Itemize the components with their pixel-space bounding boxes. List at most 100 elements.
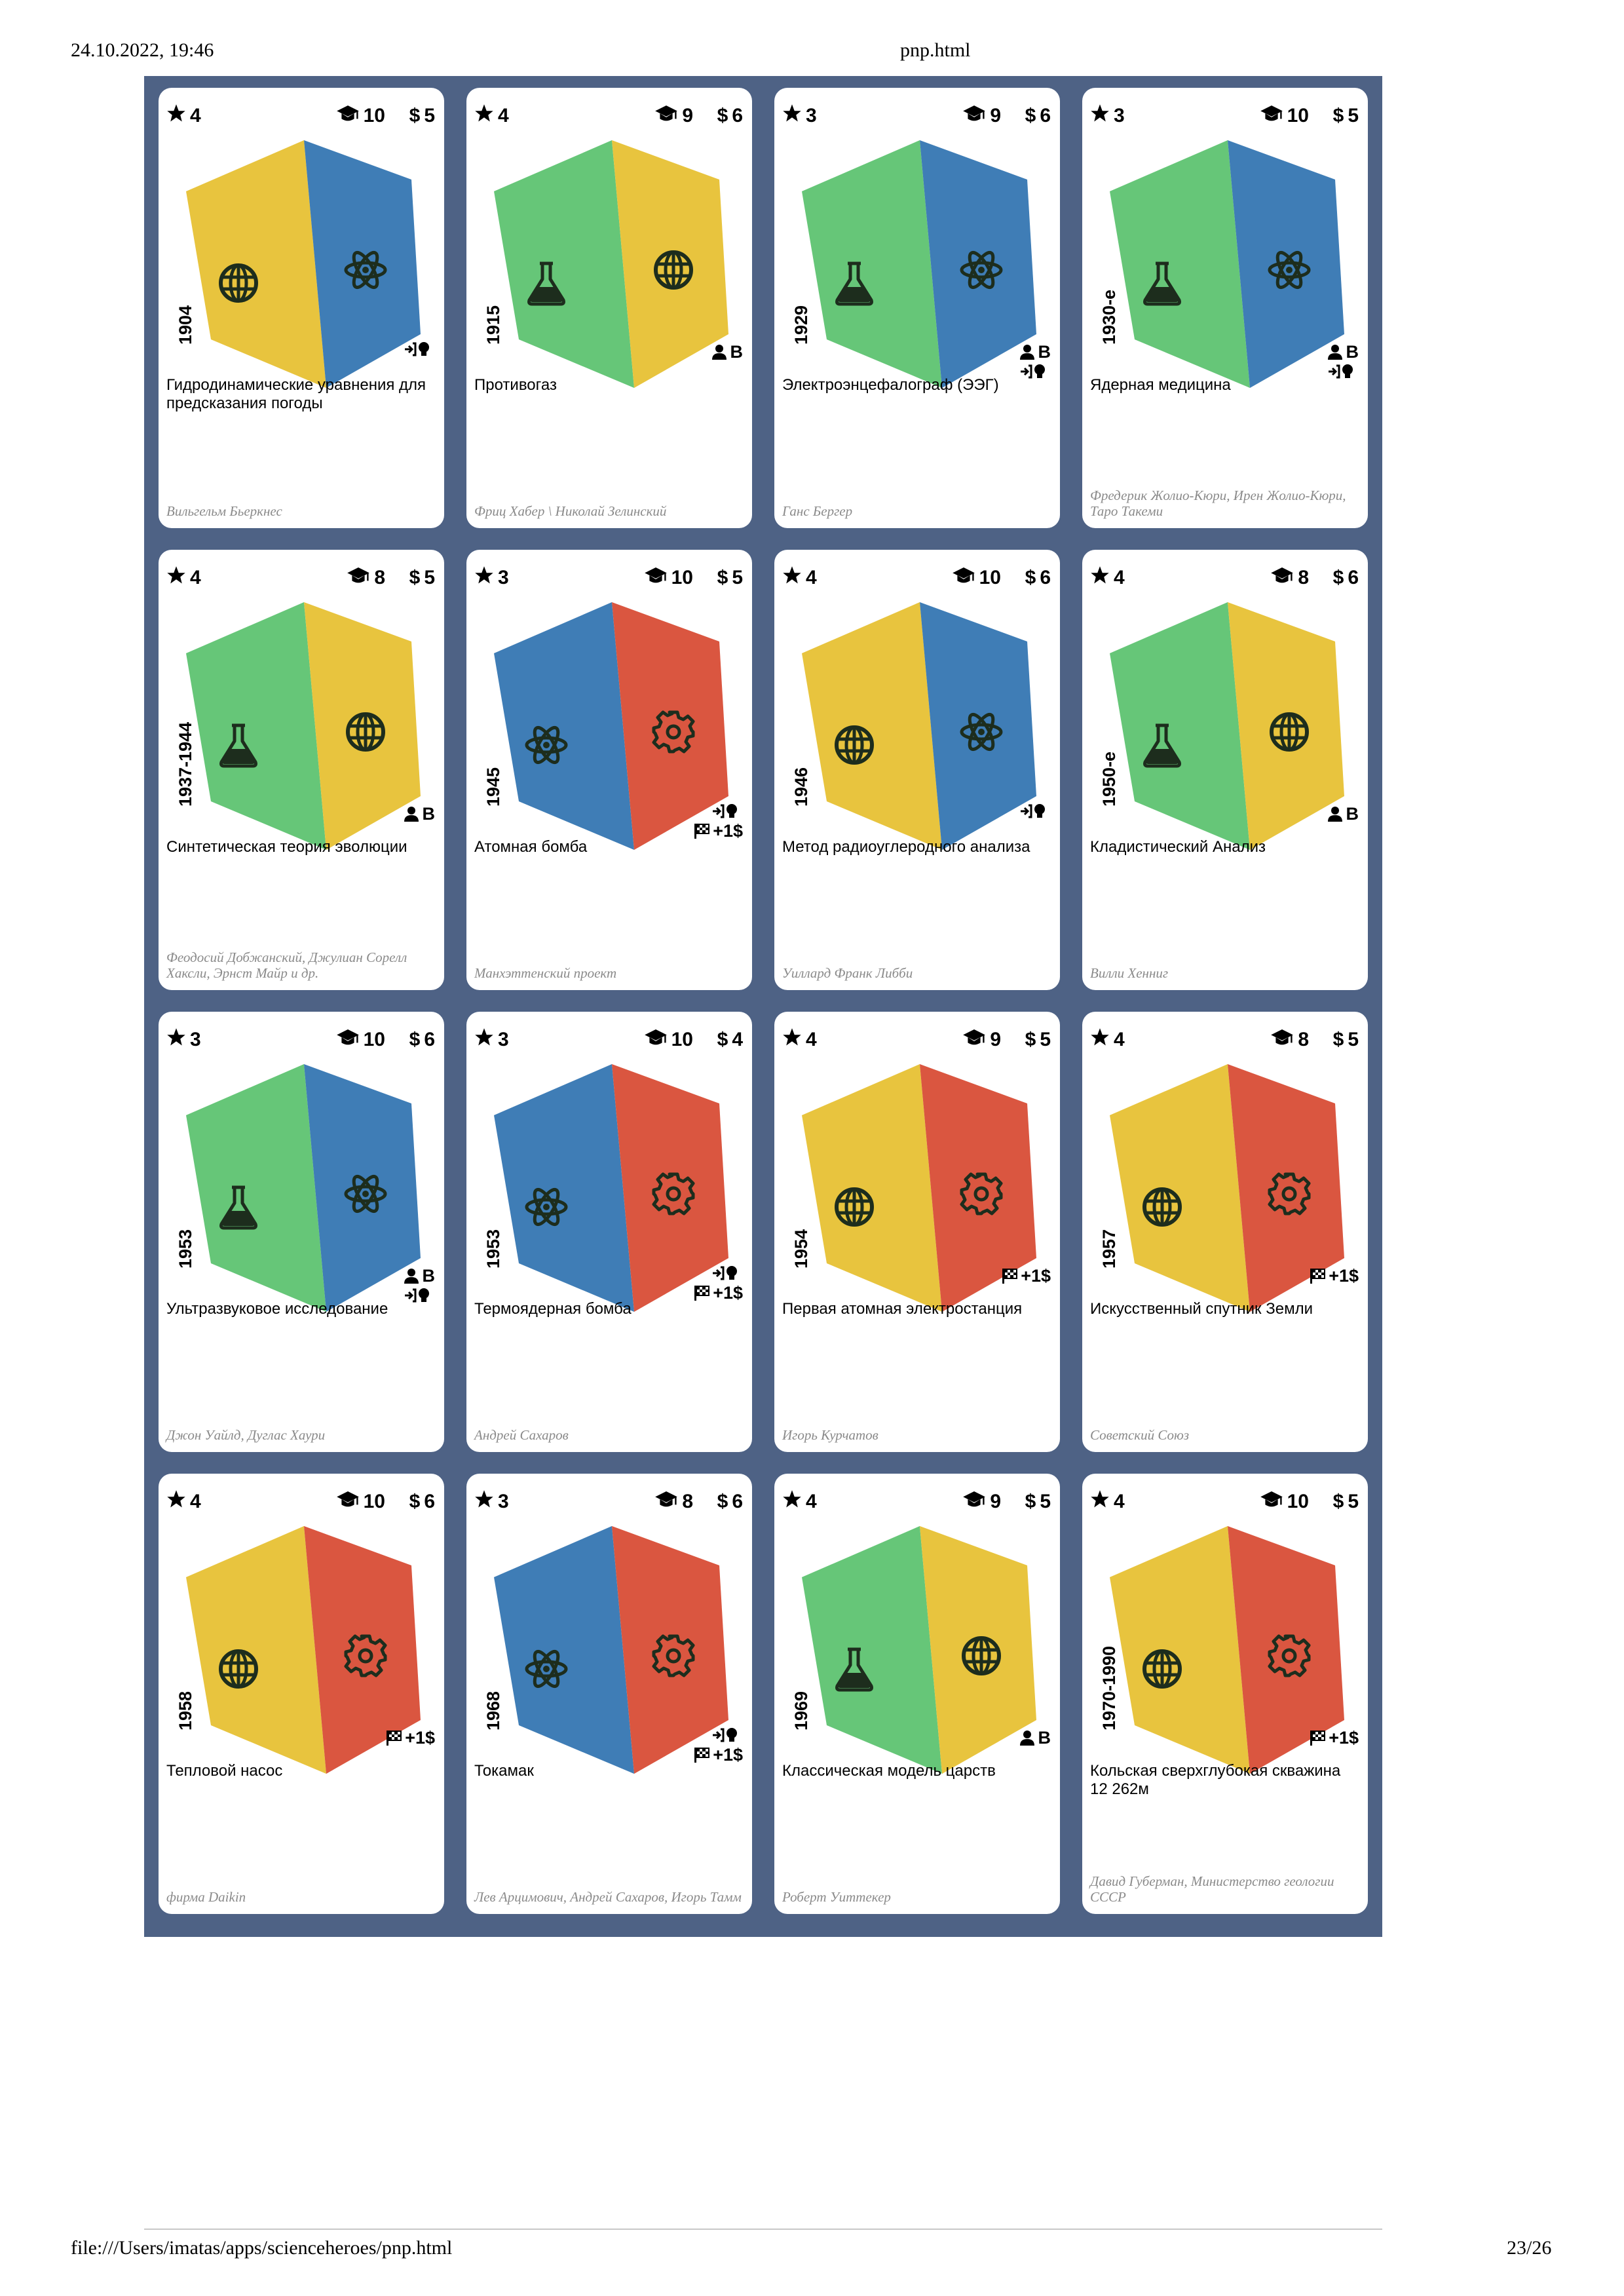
star-rating: 4: [474, 104, 509, 127]
effect-person-b: B: [1327, 341, 1359, 363]
dollar-icon: $: [1332, 1491, 1344, 1512]
discovery-card: 4 8 $5 1957 +1$ Искусственный спутник Земли Со…: [1082, 1012, 1368, 1452]
flask-icon: [1143, 261, 1181, 306]
card-effects: B: [403, 803, 435, 825]
education-cost: 10: [336, 105, 385, 127]
effect-person-b: B: [1019, 1727, 1051, 1749]
effect-arrow-bulb: [1019, 363, 1051, 380]
gear-icon: [344, 1634, 387, 1677]
dollar-icon: $: [1025, 105, 1036, 126]
gear-icon: [652, 1172, 695, 1215]
discovery-card: 3 8 $6 1968 +1$ Токамак Лев Арцимович, Андрей …: [466, 1474, 752, 1914]
atom-icon: [344, 1174, 387, 1214]
discovery-card: 4 10 $5 1970-1990 +1$ Кольская сверхглубокая …: [1082, 1474, 1368, 1914]
education-cost: 10: [644, 567, 693, 589]
money-cost: $5: [409, 567, 435, 588]
star-rating: 4: [1090, 1028, 1125, 1051]
graduation-cap-icon: [347, 565, 374, 590]
card-title: Кольская сверхглубокая скважина 12 262м: [1090, 1762, 1341, 1798]
discipline-hexagon: [802, 1526, 1036, 1774]
star-icon: [782, 565, 806, 590]
card-author: Манхэттенский проект: [474, 965, 617, 981]
card-author: Советский Союз: [1090, 1427, 1190, 1443]
card-year: 1969: [791, 1691, 811, 1731]
card-effects: +1$: [1309, 1265, 1359, 1287]
card-year: 1970-1990: [1099, 1645, 1119, 1731]
education-cost: 9: [962, 1029, 1001, 1051]
graduation-cap-icon: [1270, 565, 1298, 590]
graduation-cap-icon: [1260, 104, 1287, 128]
star-icon: [474, 1489, 498, 1514]
effect-person-b: B: [1019, 341, 1051, 363]
discovery-card: 4 9 $5 1969 B Классическая модель царств Робер…: [774, 1474, 1060, 1914]
star-icon: [166, 565, 190, 590]
gear-icon: [652, 1634, 695, 1677]
card-year: 1953: [176, 1229, 195, 1269]
money-cost: $5: [1332, 105, 1359, 126]
star-icon: [166, 1489, 190, 1514]
atom-icon: [525, 1649, 568, 1689]
star-rating: 3: [474, 566, 509, 589]
card-year: 1930-е: [1099, 289, 1119, 345]
star-rating: 3: [474, 1489, 509, 1514]
card-title: Ультразвуковое исследование: [166, 1300, 388, 1318]
flask-icon: [219, 723, 257, 768]
discipline-hexagon: [1110, 1064, 1344, 1312]
flask-icon: [835, 1647, 873, 1692]
card-author: Вилли Хенниг: [1090, 965, 1169, 981]
education-cost: 9: [962, 105, 1001, 127]
dollar-icon: $: [1025, 1491, 1036, 1512]
card-effects: +1$: [693, 1727, 743, 1766]
card-effects: B: [711, 341, 743, 363]
card-effects: +1$: [1309, 1727, 1359, 1749]
card-title: Кладистический Анализ: [1090, 838, 1266, 856]
dollar-icon: $: [1332, 567, 1344, 588]
flask-icon: [527, 261, 565, 306]
effect-flag-money: +1$: [693, 820, 743, 842]
atom-icon: [1268, 250, 1311, 290]
gear-icon: [1268, 1634, 1311, 1677]
star-rating: 4: [166, 1489, 201, 1514]
card-effects: [1019, 803, 1051, 820]
atom-icon: [525, 725, 568, 765]
globe-icon: [1142, 1649, 1182, 1689]
card-title: Первая атомная электростанция: [782, 1300, 1023, 1318]
graduation-cap-icon: [962, 1489, 990, 1514]
card-author: Феодосий Добжанский, Джулиан Сорелл Хакс…: [166, 949, 407, 981]
discovery-card: 4 10 $6 1946 Метод радиоуглеродного анализа У…: [774, 550, 1060, 990]
discovery-card: 3 10 $5 1930-е B Ядерная медицина Фредерик Жол…: [1082, 88, 1368, 528]
dollar-icon: $: [409, 1029, 421, 1050]
effect-flag-money: +1$: [693, 1744, 743, 1766]
card-year: 1954: [791, 1229, 811, 1269]
card-effects: B: [1019, 341, 1051, 380]
money-cost: $6: [1025, 567, 1051, 588]
discovery-card: 4 9 $5 1954 +1$ Первая атомная электростанция…: [774, 1012, 1060, 1452]
card-year: 1958: [176, 1691, 195, 1731]
discovery-card: 4 10 $5 1904 Гидродинамические уравнения для…: [159, 88, 444, 528]
money-cost: $6: [409, 1029, 435, 1050]
star-rating: 3: [474, 1027, 509, 1052]
star-icon: [474, 1027, 498, 1052]
effect-arrow-bulb: [693, 803, 743, 820]
money-cost: $6: [409, 1491, 435, 1512]
card-effects: +1$: [693, 1265, 743, 1304]
effect-flag-money: +1$: [385, 1727, 435, 1749]
money-cost: $5: [717, 567, 743, 588]
effect-person-b: B: [403, 1265, 435, 1287]
money-cost: $6: [1025, 105, 1051, 126]
discipline-hexagon: [494, 1526, 728, 1774]
print-file-path: file:///Users/imatas/apps/scienceheroes/…: [71, 2237, 453, 2259]
star-rating: 3: [782, 104, 817, 127]
star-rating: 4: [166, 104, 201, 127]
education-cost: 8: [654, 1491, 693, 1513]
footer-divider: [144, 2229, 1382, 2230]
gear-icon: [652, 710, 695, 754]
atom-icon: [525, 1187, 568, 1227]
print-page-number: 23/26: [1507, 2237, 1552, 2259]
card-year: 1950-е: [1099, 751, 1119, 807]
card-title: Атомная бомба: [474, 838, 588, 856]
effect-flag-money: +1$: [693, 1282, 743, 1304]
card-title: Синтетическая теория эволюции: [166, 838, 407, 856]
discovery-card: 4 8 $6 1950-е B Кладистический Анализ Вилли Хе…: [1082, 550, 1368, 990]
discovery-card: 4 9 $6 1915 B Противогаз Фриц Хабер \ Николай …: [466, 88, 752, 528]
